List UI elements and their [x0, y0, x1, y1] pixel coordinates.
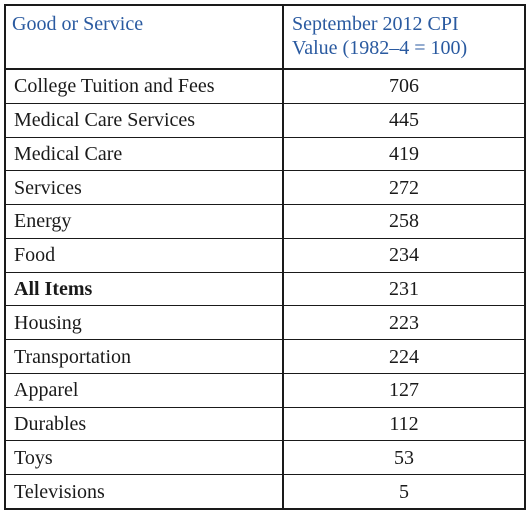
table-row: Transportation 224 [6, 339, 524, 374]
table-row: Apparel 127 [6, 373, 524, 408]
table-row: Food 234 [6, 238, 524, 273]
header-cpi-value: September 2012 CPI Value (1982–4 = 100) [283, 6, 524, 70]
table-row: Toys 53 [6, 440, 524, 476]
row-name: College Tuition and Fees [6, 69, 284, 104]
header-good-or-service: Good or Service [6, 6, 284, 70]
table-row: Services 272 [6, 170, 524, 206]
row-value: 234 [283, 238, 524, 273]
table-row: College Tuition and Fees 706 [6, 69, 524, 104]
row-name: Food [6, 238, 284, 273]
row-value: 706 [283, 69, 524, 104]
table-row: Medical Care 419 [6, 137, 524, 172]
row-name: Medical Care Services [6, 103, 284, 138]
row-name: Toys [6, 440, 284, 476]
row-value: 53 [283, 440, 524, 476]
table-row: Durables 112 [6, 407, 524, 442]
row-name: Durables [6, 407, 284, 442]
row-name: Transportation [6, 339, 284, 374]
row-name: Energy [6, 204, 284, 239]
row-value: 5 [399, 480, 409, 503]
row-name: Apparel [6, 373, 284, 408]
row-value: 231 [283, 272, 524, 307]
table-row-all-items: All Items 231 [6, 272, 524, 307]
table-row: Medical Care Services 445 [6, 103, 524, 138]
row-value: 112 [283, 407, 524, 442]
row-value: 272 [283, 170, 524, 206]
row-value: 224 [283, 339, 524, 374]
cpi-table-container: Good or Service September 2012 CPI Value… [4, 4, 526, 510]
header-cpi-line2: Value (1982–4 = 100) [292, 37, 468, 59]
row-value: 223 [283, 305, 524, 341]
cpi-table: Good or Service September 2012 CPI Value… [6, 6, 524, 508]
table-row: Televisions 5 [6, 474, 524, 508]
row-value: 445 [283, 103, 524, 138]
table-header-row: Good or Service September 2012 CPI Value… [6, 6, 524, 70]
row-name: All Items [6, 272, 284, 307]
row-name: Housing [6, 305, 284, 341]
row-value: 419 [283, 137, 524, 172]
row-value: 127 [283, 373, 524, 408]
row-name: Medical Care [6, 137, 284, 172]
row-value: 258 [283, 204, 524, 239]
row-name: Services [6, 170, 284, 206]
row-name: Televisions [6, 474, 284, 508]
table-row: Energy 258 [6, 204, 524, 239]
table-row: Housing 223 [6, 305, 524, 341]
header-cpi-line1: September 2012 CPI [292, 13, 459, 35]
